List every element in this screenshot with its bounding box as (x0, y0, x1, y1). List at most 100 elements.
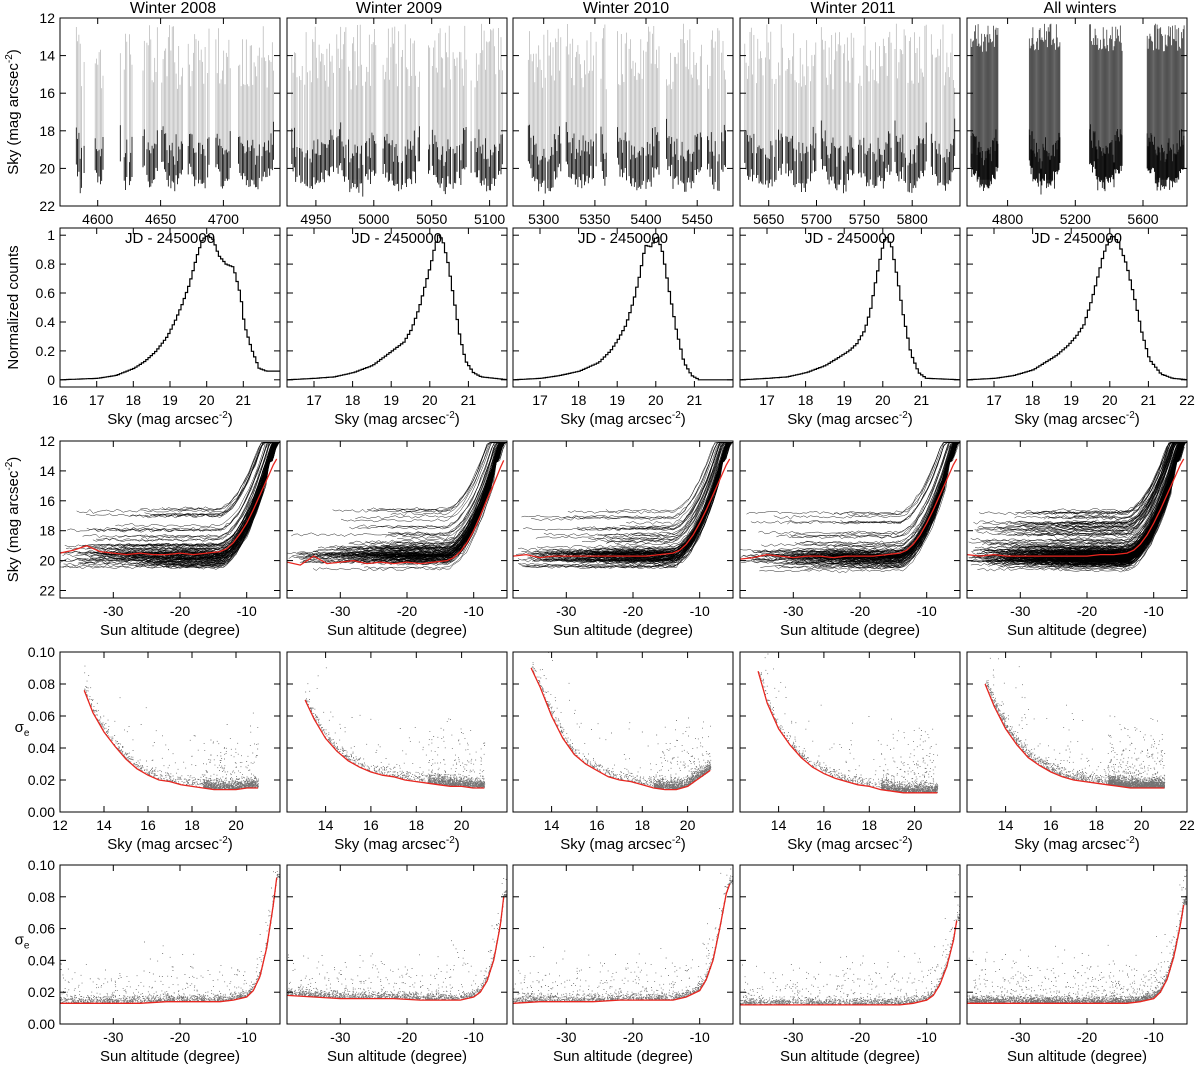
x-tick-label: 18 (126, 392, 142, 408)
y-axis-title-sky-altitude-base: Sky (mag arcsec (5, 470, 22, 582)
sky-altitude-curve (1059, 442, 1187, 553)
x-tick-label: 20 (228, 817, 244, 833)
x-tick-label: -30 (330, 603, 350, 619)
sky-altitude-curve (576, 442, 731, 530)
x-tick-label: -30 (103, 603, 123, 619)
data-histogram-1 (60, 235, 280, 381)
x-axis-title-base: Sky (mag arcsec (107, 836, 219, 853)
sky-altitude-curve (750, 442, 958, 525)
x-tick-label: 19 (383, 392, 399, 408)
sky-altitude-curve (543, 442, 731, 538)
sky-altitude-curve (1036, 442, 1184, 515)
y-tick-label: 0.10 (28, 644, 55, 660)
observing-season-2 (565, 24, 597, 189)
x-axis-title-close: ) (228, 836, 233, 853)
median-line (513, 883, 731, 1004)
scatter-points (513, 868, 733, 1004)
sky-altitude-curve (99, 442, 280, 554)
panel-rows: Sky (mag arcsec-2)4600 4650 47001214161820… (4, 10, 1195, 1065)
x-axis: 14 16 18 20 (544, 652, 696, 833)
x-tick-label: 20 (422, 392, 438, 408)
panel-frame (739, 651, 961, 813)
data-sky-altitude-2 (287, 442, 507, 571)
y-axis-title-sky-altitude-close: ) (5, 457, 22, 462)
x-tick-label: -10 (690, 603, 710, 619)
x-tick-label: -30 (556, 1029, 576, 1045)
y-tick-label: 18 (39, 123, 55, 139)
x-tick-label: 17 (986, 392, 1002, 408)
x-tick-label: -10 (690, 1029, 710, 1045)
sky-altitude-curve (746, 442, 960, 515)
x-tick-label: 20 (1134, 817, 1150, 833)
observing-season-5 (666, 23, 702, 192)
x-axis-title-base: Sky (mag arcsec (1014, 836, 1126, 853)
panel-frame (59, 651, 281, 813)
sky-altitude-curve (1009, 442, 1186, 560)
sky-altitude-curve (64, 442, 279, 563)
sky-altitude-curve (761, 442, 958, 547)
x-tick-label: 20 (907, 817, 923, 833)
sky-altitude-curve (1048, 442, 1186, 542)
sky-altitude-curve (373, 442, 507, 512)
observing-season-4 (142, 25, 158, 188)
x-tick-label: 14 (318, 817, 334, 833)
x-axis: -30 -20 -10 (556, 441, 710, 619)
data-sky-altitude-3 (513, 442, 733, 570)
observing-season-5 (161, 25, 184, 192)
x-tick-label: 5050 (416, 211, 447, 227)
y-axis (513, 651, 733, 813)
sky-altitude-curve (766, 442, 960, 558)
x-tick-label: -20 (623, 1029, 643, 1045)
x-tick-label: 17 (306, 392, 322, 408)
x-axis-title-base: Sky (mag arcsec (334, 411, 446, 428)
sky-altitude-curve (545, 442, 733, 562)
sky-altitude-curve (177, 442, 278, 512)
x-axis-title-base: Sky (mag arcsec (560, 836, 672, 853)
x-axis-title-close: ) (681, 411, 686, 428)
column-title-2009: Winter 2009 (356, 0, 442, 17)
x-tick-label: 16 (363, 817, 379, 833)
x-tick-label: 20 (875, 392, 891, 408)
scatter-points (84, 665, 259, 791)
data-sky-altitude-5 (967, 442, 1187, 573)
y-axis (740, 234, 960, 381)
x-tick-label: 22 (1179, 392, 1195, 408)
y-tick-label: 0.4 (36, 314, 56, 330)
panel-sky-altitude-2: -30 -20 -10 Sun altitude (degree) (286, 440, 508, 639)
sky-altitude-curve (1070, 442, 1184, 524)
sky-altitude-curve (532, 442, 733, 562)
x-axis-title-close: ) (1135, 836, 1140, 853)
x-tick-label: 14 (998, 817, 1014, 833)
x-axis: -30 -20 -10 (556, 865, 710, 1045)
y-axis (287, 440, 507, 591)
observing-season-6 (930, 24, 956, 191)
observing-season-1 (744, 24, 783, 188)
sky-altitude-curve (380, 442, 504, 553)
y-tick-label: 1 (47, 227, 55, 243)
x-axis: 12 14 16 18 20 (52, 652, 244, 833)
histogram-line (60, 235, 280, 381)
panel-sky-altitude-5: -30 -20 -10 Sun altitude (degree) (966, 440, 1188, 639)
sky-altitude-curve (1032, 442, 1186, 548)
x-tick-label: 16 (52, 392, 68, 408)
y-axis: 0.00 0.02 0.04 0.06 0.08 0.10 (28, 644, 280, 820)
sky-altitude-curve (337, 442, 505, 563)
data-sigma-altitude-4 (740, 874, 960, 1006)
y-axis-title-sigma-altitude: σe (15, 932, 30, 952)
sky-altitude-curve (288, 442, 506, 560)
x-tick-label: 18 (635, 817, 651, 833)
data-sigma-altitude-1 (60, 865, 280, 1004)
sky-altitude-curves (287, 442, 507, 571)
histogram-line (967, 235, 1187, 381)
x-axis-title: Sky (mag arcsec-2) (787, 835, 913, 853)
column-title-2011: Winter 2011 (810, 0, 895, 17)
observing-season-4 (617, 26, 660, 191)
x-tick-label: 5700 (801, 211, 832, 227)
y-axis-title-sigma-sky-sub: e (24, 728, 30, 739)
y-axis: 12 14 16 18 20 22 (39, 433, 280, 599)
sky-altitude-curve (1051, 442, 1185, 543)
x-tick-label: 20 (199, 392, 215, 408)
sky-altitude-curve (292, 442, 506, 557)
histogram-line (513, 236, 733, 381)
